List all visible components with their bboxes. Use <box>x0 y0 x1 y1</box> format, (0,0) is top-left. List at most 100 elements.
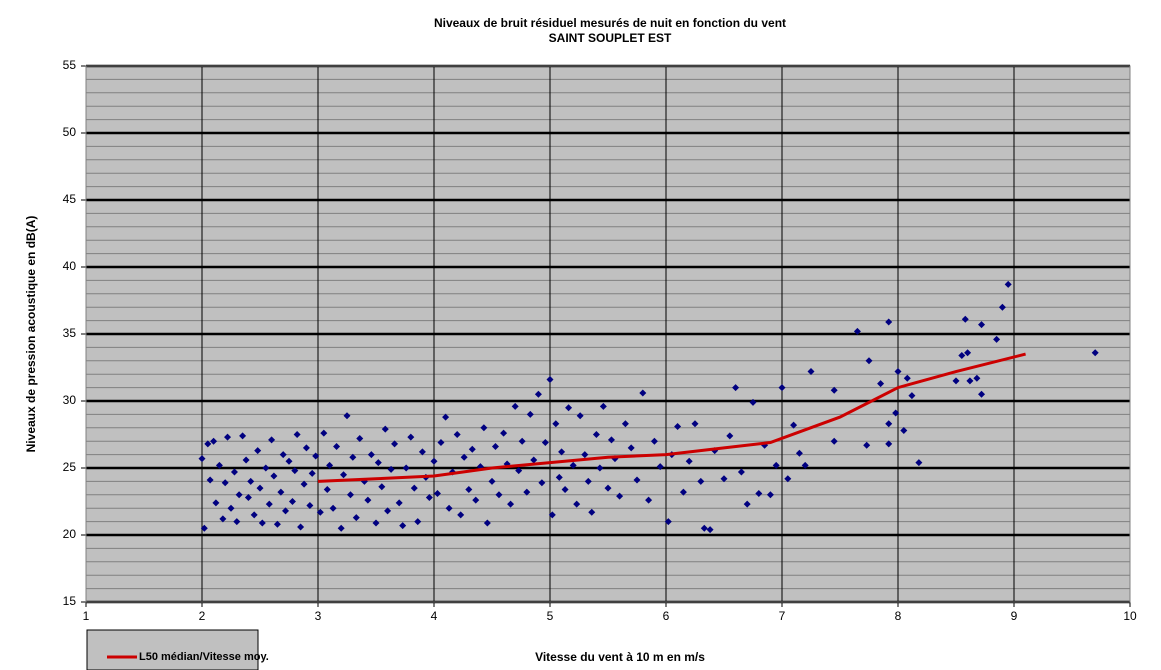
scatter-point <box>465 485 473 493</box>
scatter-point <box>627 444 635 452</box>
scatter-point <box>726 432 734 440</box>
x-tick-label: 4 <box>431 609 438 623</box>
scatter-point <box>599 402 607 410</box>
y-tick-label: 50 <box>63 125 77 139</box>
scatter-point <box>558 448 566 456</box>
scatter-point <box>233 518 241 526</box>
scatter-point <box>966 377 974 385</box>
scatter-point <box>633 476 641 484</box>
scatter-point <box>300 480 308 488</box>
scatter-point <box>445 504 453 512</box>
scatter-point <box>265 500 273 508</box>
scatter-point <box>235 491 243 499</box>
scatter-point <box>801 461 809 469</box>
scatter-point <box>645 496 653 504</box>
scatter-point <box>349 453 357 461</box>
scatter-point <box>526 410 534 418</box>
scatter-point <box>534 390 542 398</box>
scatter-point <box>561 485 569 493</box>
x-tick-label: 6 <box>663 609 670 623</box>
scatter-point <box>978 321 986 329</box>
scatter-point <box>282 507 290 515</box>
plot-border <box>85 65 1131 603</box>
scatter-point <box>863 441 871 449</box>
scatter-point <box>908 392 916 400</box>
scatter-point <box>697 477 705 485</box>
scatter-point <box>621 420 629 428</box>
scatter-point <box>320 429 328 437</box>
scatter-point <box>312 452 320 460</box>
y-axis-label: Niveaux de pression acoustique en dB(A) <box>24 216 38 453</box>
scatter-point <box>894 368 902 376</box>
scatter-point <box>279 451 287 459</box>
x-axis-label: Vitesse du vent à 10 m en m/s <box>535 650 705 664</box>
scatter-point <box>430 457 438 465</box>
y-tick-label: 30 <box>63 393 77 407</box>
scatter-point <box>402 464 410 472</box>
scatter-point <box>523 488 531 496</box>
scatter-point <box>737 468 745 476</box>
scatter-point <box>239 432 247 440</box>
scatter-point <box>491 443 499 451</box>
x-tick-label: 8 <box>895 609 902 623</box>
scatter-point <box>978 390 986 398</box>
scatter-point <box>378 483 386 491</box>
scatter-point <box>573 500 581 508</box>
scatter-point <box>212 499 220 507</box>
scatter-point <box>515 467 523 475</box>
scatter-point <box>679 488 687 496</box>
scatter-point <box>293 431 301 438</box>
scatter-point <box>538 479 546 487</box>
scatter-point <box>584 477 592 485</box>
scatter-point <box>592 431 600 438</box>
scatter-point <box>316 508 324 516</box>
scatter-point <box>247 477 255 485</box>
scatter-point <box>242 456 250 464</box>
scatter-point <box>546 376 554 384</box>
scatter-point <box>511 402 519 410</box>
x-tick-label: 9 <box>1011 609 1018 623</box>
scatter-point <box>964 349 972 357</box>
scatter-point <box>830 437 838 445</box>
scatter-point <box>395 499 403 507</box>
scatter-point <box>198 455 206 463</box>
scatter-point <box>961 315 969 323</box>
scatter-point <box>548 511 556 519</box>
scatter-point <box>755 489 763 497</box>
y-tick-label: 25 <box>63 460 77 474</box>
scatter-point <box>588 508 596 516</box>
scatter-point <box>270 472 278 480</box>
scatter-point <box>772 461 780 469</box>
scatter-point <box>468 445 476 453</box>
scatter-point <box>650 437 658 445</box>
scatter-point <box>387 465 395 473</box>
y-tick-label: 45 <box>63 192 77 206</box>
scatter-point <box>616 492 624 500</box>
scatter-point <box>958 351 966 359</box>
scatter-point <box>230 468 238 476</box>
scatter-point <box>340 471 348 479</box>
scatter-point <box>541 439 549 447</box>
scatter-point <box>215 461 223 469</box>
scatter-point <box>596 464 604 472</box>
scatter-point <box>399 522 407 530</box>
scatter-point <box>288 498 296 505</box>
scatter-point <box>219 515 227 523</box>
x-tick-label: 10 <box>1123 609 1137 623</box>
scatter-point <box>691 420 699 428</box>
scatter-point <box>749 398 757 406</box>
scatter-point <box>495 491 503 499</box>
scatter-point <box>326 461 334 469</box>
scatter-point <box>778 384 786 392</box>
scatter-point <box>576 412 584 420</box>
legend-box <box>86 629 259 670</box>
scatter-point <box>410 484 418 492</box>
scatter-point <box>472 496 480 504</box>
scatter-point <box>256 484 264 492</box>
scatter-point <box>306 502 314 510</box>
scatter-point <box>743 500 751 508</box>
scatter-point <box>507 500 515 508</box>
scatter-point <box>391 440 399 448</box>
scatter-point <box>488 477 496 485</box>
